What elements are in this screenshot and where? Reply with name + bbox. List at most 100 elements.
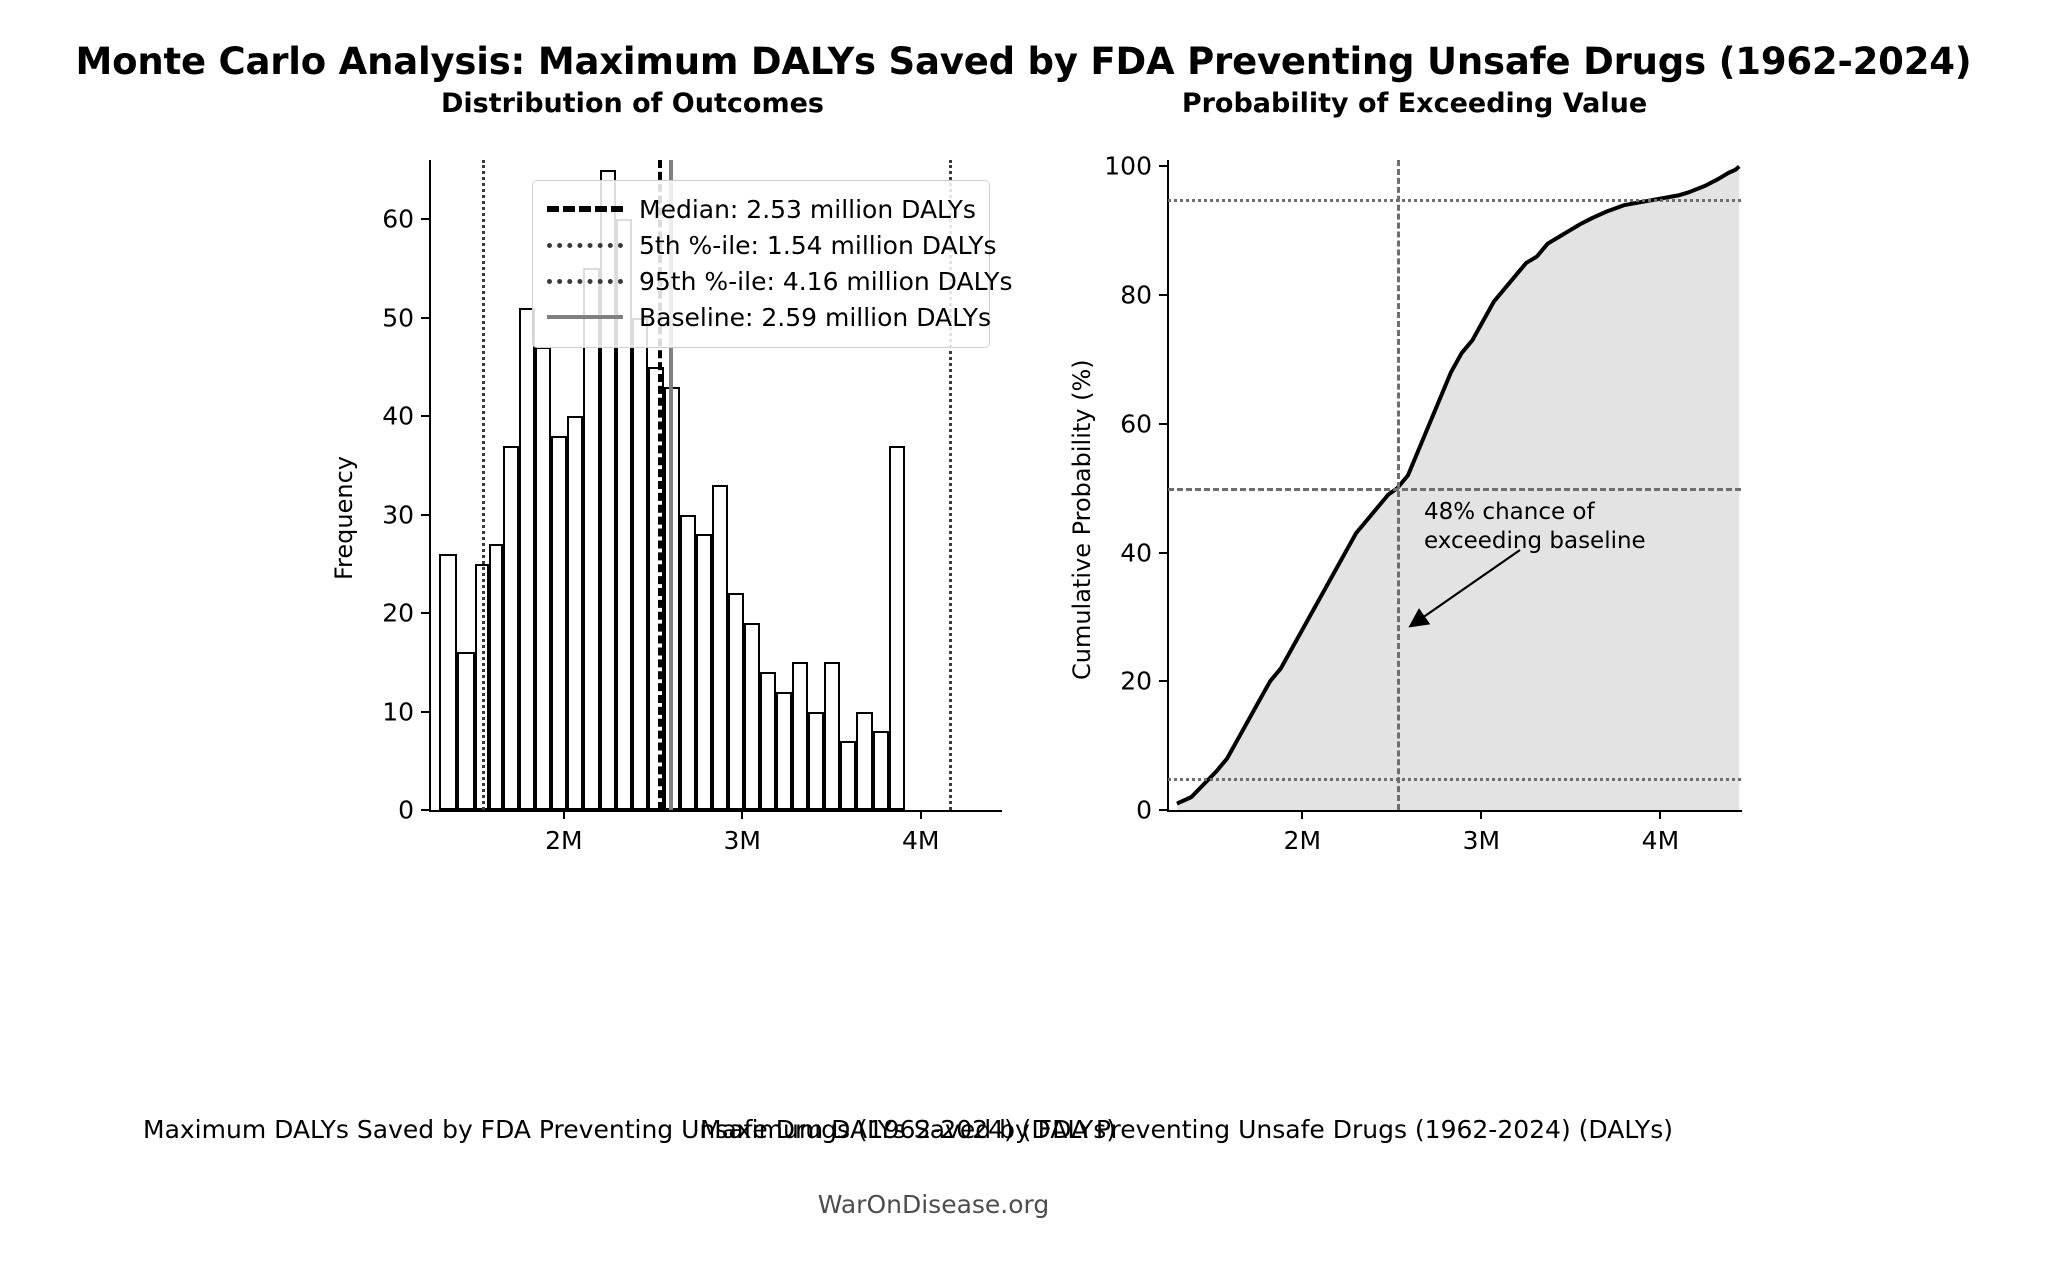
histogram-bar xyxy=(888,445,905,810)
cdf-left-spine xyxy=(1167,160,1169,810)
histogram-vline-median xyxy=(658,160,663,810)
histogram-bar xyxy=(711,485,728,810)
histogram-vline-baseline xyxy=(669,160,674,810)
cdf-hline-median-level xyxy=(1168,488,1741,492)
histogram-bar xyxy=(503,445,520,810)
hist-left-spine xyxy=(429,160,431,810)
cdf-xtick: 4M xyxy=(1641,826,1680,855)
cdf-ytickmark xyxy=(1159,294,1168,297)
histogram-plot-area xyxy=(430,160,1001,810)
histogram-bar xyxy=(438,553,457,810)
hist-ytick: 50 xyxy=(382,303,414,333)
hist-ytickmark xyxy=(421,218,430,221)
cdf-ytickmark xyxy=(1159,422,1168,425)
cdf-xtickmark xyxy=(1301,810,1304,819)
legend-row-p5: 5th %-ile: 1.54 million DALYs xyxy=(547,227,997,263)
cdf-ytick: 100 xyxy=(1104,151,1152,181)
legend-row-baseline: Baseline: 2.59 million DALYs xyxy=(547,299,991,335)
cdf-ytickmark xyxy=(1159,551,1168,554)
histogram-axes xyxy=(429,160,1002,812)
histogram-bar xyxy=(744,622,761,810)
cdf-annotation-arrow xyxy=(1408,549,1521,628)
cdf-ytickmark xyxy=(1159,165,1168,168)
histogram-bar xyxy=(631,317,648,810)
watermark-label: WarOnDisease.org xyxy=(817,1190,1050,1219)
cdf-annotation-text: 48% chance of exceeding baseline xyxy=(1424,499,1646,554)
histogram-bar xyxy=(583,268,600,810)
hist-ytick: 30 xyxy=(382,500,414,530)
histogram-vline-p5 xyxy=(481,160,485,810)
hist-ytickmark xyxy=(421,513,430,516)
cdf-ytick: 80 xyxy=(1120,280,1152,310)
hist-ytickmark xyxy=(421,809,430,811)
left-panel-x-axis-label: Maximum DALYs Saved by FDA Preventing Un… xyxy=(143,1115,1116,1144)
histogram-bar xyxy=(776,691,793,810)
p5-line-swatch xyxy=(547,242,623,248)
cdf-ytick: 60 xyxy=(1120,409,1152,439)
cdf-curve-svg xyxy=(1176,164,1741,810)
hist-ytick: 20 xyxy=(382,598,414,628)
histogram-bar xyxy=(456,652,475,810)
histogram-bar xyxy=(808,711,825,810)
legend-row-p95: 95th %-ile: 4.16 million DALYs xyxy=(547,263,1012,299)
hist-ytick: 60 xyxy=(382,204,414,234)
hist-xtickmark xyxy=(919,810,922,819)
cdf-axes xyxy=(1167,160,1742,812)
histogram-legend[interactable]: Median: 2.53 million DALYs 5th %-ile: 1.… xyxy=(532,180,1012,348)
hist-xtick: 2M xyxy=(545,826,583,855)
cdf-line xyxy=(1176,164,1741,806)
hist-ytickmark xyxy=(421,316,430,319)
right-panel-title: Probability of Exceeding Value xyxy=(1181,88,1648,119)
hist-xtickmark xyxy=(562,810,565,819)
cdf-ytick: 20 xyxy=(1120,666,1152,696)
cdf-ytick: 40 xyxy=(1120,538,1152,568)
baseline-line-swatch xyxy=(547,315,623,319)
left-panel-title: Distribution of Outcomes xyxy=(441,88,824,119)
histogram-bar xyxy=(535,347,552,810)
histogram-bar xyxy=(872,731,889,810)
cdf-hline-p95-level xyxy=(1168,198,1741,202)
cdf-y-axis-label: Cumulative Probability (%) xyxy=(1068,359,1096,680)
hist-ytick: 40 xyxy=(382,401,414,431)
cdf-plot-area xyxy=(1168,160,1741,810)
cdf-xtickmark xyxy=(1480,810,1483,819)
hist-bottom-spine xyxy=(429,810,1002,812)
hist-ytickmark xyxy=(421,415,430,418)
histogram-bar xyxy=(679,514,696,810)
cdf-bottom-spine xyxy=(1167,810,1742,812)
histogram-bar xyxy=(727,593,745,810)
histogram-bar xyxy=(567,416,584,810)
cdf-hline-p5-level xyxy=(1168,777,1741,781)
legend-row-median: Median: 2.53 million DALYs xyxy=(547,191,976,227)
legend-label-median: Median: 2.53 million DALYs xyxy=(639,194,976,224)
hist-xtickmark xyxy=(741,810,744,819)
hist-xtick: 3M xyxy=(723,826,762,855)
histogram-vline-p95 xyxy=(949,160,953,810)
cdf-ytickmark xyxy=(1159,680,1168,683)
cdf-ytickmark xyxy=(1159,809,1168,811)
hist-ytickmark xyxy=(421,710,430,713)
legend-label-baseline: Baseline: 2.59 million DALYs xyxy=(639,302,992,332)
cdf-vline-baseline xyxy=(1397,160,1401,810)
cdf-xtick: 2M xyxy=(1283,826,1322,855)
histogram-bar xyxy=(824,662,841,810)
hist-xtick: 4M xyxy=(901,826,940,855)
histogram-bar xyxy=(856,711,873,810)
legend-label-p95: 95th %-ile: 4.16 million DALYs xyxy=(639,266,1013,296)
histogram-bar xyxy=(760,672,777,810)
histogram-bar xyxy=(695,534,712,810)
histogram-bar xyxy=(840,741,857,810)
histogram-bar xyxy=(488,544,504,810)
median-line-swatch xyxy=(547,206,623,212)
right-panel-x-axis-label: Maximum DALYs Saved by FDA Preventing Un… xyxy=(700,1115,1673,1144)
histogram-bar xyxy=(519,307,536,810)
histogram-bar xyxy=(551,435,568,810)
hist-ytick: 10 xyxy=(382,697,414,726)
legend-label-p5: 5th %-ile: 1.54 million DALYs xyxy=(639,230,997,260)
hist-ytick: 0 xyxy=(398,795,414,825)
hist-ytickmark xyxy=(421,612,430,615)
figure-title: Monte Carlo Analysis: Maximum DALYs Save… xyxy=(75,40,1972,83)
histogram-bar xyxy=(792,662,809,810)
cdf-xtick: 3M xyxy=(1462,826,1501,855)
